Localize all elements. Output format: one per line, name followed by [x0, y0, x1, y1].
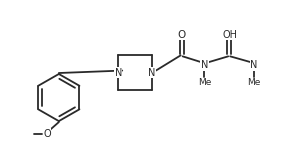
- Text: N: N: [250, 60, 258, 70]
- Text: Me: Me: [247, 78, 261, 87]
- Text: N: N: [115, 67, 122, 78]
- Text: OH: OH: [223, 30, 238, 40]
- Text: O: O: [178, 30, 186, 40]
- Text: O: O: [43, 129, 51, 139]
- Text: Me: Me: [198, 78, 211, 87]
- Text: N: N: [201, 60, 208, 70]
- Text: N: N: [148, 67, 156, 78]
